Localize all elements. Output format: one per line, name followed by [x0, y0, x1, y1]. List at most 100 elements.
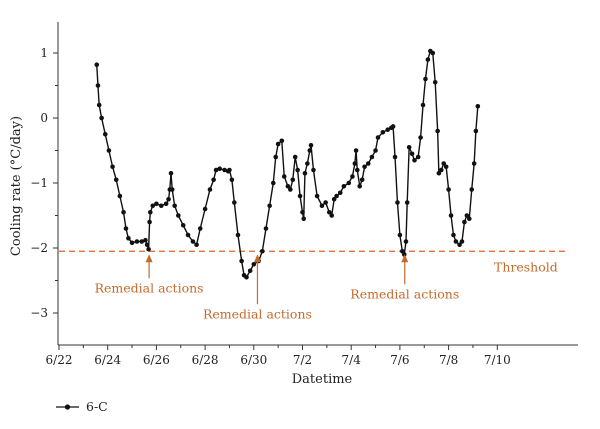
data-point: [441, 161, 447, 166]
series-line-6c: [96, 49, 479, 279]
data-point: [459, 239, 465, 244]
data-point: [123, 226, 129, 231]
data-point: [401, 252, 407, 257]
data-point: [197, 226, 203, 231]
data-point: [166, 196, 171, 202]
data-point: [180, 222, 186, 228]
data-point: [334, 193, 339, 199]
data-point: [354, 167, 360, 173]
data-point: [451, 232, 456, 238]
data-point: [247, 268, 253, 274]
data-point: [154, 201, 159, 207]
x-tick-label: 6/22: [46, 353, 73, 367]
data-point: [359, 177, 365, 183]
data-point: [117, 193, 123, 199]
x-ticks: 6/22 6/24 6/26 6/28 6/30 7/2 7/4 7/6 7/8 7/10: [46, 345, 511, 367]
data-point: [227, 167, 232, 173]
data-point: [418, 135, 423, 140]
data-point: [462, 219, 467, 225]
legend-marker: [64, 404, 71, 410]
y-tick-label: 0: [40, 111, 48, 125]
y-tick-label: −3: [30, 306, 48, 320]
x-tick-label: 7/6: [390, 353, 409, 367]
annotation-arrow-head: [401, 254, 409, 263]
data-point: [466, 216, 472, 222]
data-point: [443, 164, 449, 170]
data-point: [365, 161, 371, 166]
annotations: Remedial actions Remedial actions Remedial…: [95, 254, 459, 321]
data-point: [263, 226, 269, 231]
data-point: [239, 258, 244, 264]
data-point: [302, 170, 308, 176]
y-tick-label: 1: [40, 46, 48, 60]
data-point: [457, 242, 462, 248]
data-point: [473, 128, 479, 134]
data-point: [425, 57, 431, 62]
data-point: [297, 193, 303, 199]
data-point: [385, 127, 391, 132]
data-point: [113, 177, 119, 183]
y-tick-label: −2: [30, 241, 48, 255]
y-tick-label: −1: [30, 176, 48, 190]
data-point: [295, 167, 300, 173]
data-point: [341, 183, 347, 189]
data-point: [260, 248, 265, 254]
series-6c: [94, 48, 481, 280]
data-point: [281, 174, 287, 179]
legend-label-6c: 6-C: [86, 399, 108, 414]
axes: [57, 22, 578, 346]
legend: 6-C: [56, 399, 108, 414]
data-point: [395, 200, 400, 205]
data-point: [211, 177, 216, 183]
data-point: [106, 148, 112, 153]
data-point: [169, 187, 175, 192]
data-point: [362, 164, 367, 170]
data-point: [453, 239, 459, 244]
data-point: [194, 242, 199, 248]
data-point: [300, 209, 305, 215]
data-point: [307, 148, 313, 153]
data-point: [353, 148, 359, 153]
threshold-label: Threshold: [494, 259, 558, 274]
data-point: [448, 213, 454, 218]
data-point: [222, 167, 227, 173]
data-point: [308, 143, 314, 148]
data-point: [168, 170, 174, 176]
data-point: [311, 167, 316, 173]
data-point: [350, 174, 355, 179]
data-point: [352, 161, 358, 166]
data-point: [357, 183, 363, 189]
x-tick-label: 6/28: [192, 353, 219, 367]
data-point: [420, 102, 426, 108]
data-point: [217, 166, 223, 171]
x-tick-label: 6/30: [240, 353, 267, 367]
data-point: [176, 213, 181, 218]
data-point: [110, 164, 115, 170]
data-point: [423, 76, 428, 82]
data-point: [158, 203, 164, 209]
annotation-label: Remedial actions: [350, 286, 459, 301]
data-point: [435, 128, 440, 134]
data-point: [292, 154, 298, 160]
data-point: [94, 62, 100, 67]
data-point: [148, 209, 153, 215]
data-point: [99, 115, 104, 121]
data-point: [337, 190, 343, 196]
data-point: [438, 167, 444, 173]
data-point: [305, 161, 310, 166]
data-point: [329, 213, 335, 218]
x-tick-label: 6/24: [94, 353, 121, 367]
data-point: [229, 177, 235, 183]
x-tick-label: 6/26: [143, 353, 170, 367]
data-point: [288, 187, 293, 192]
data-point: [172, 203, 177, 209]
data-point: [235, 232, 241, 238]
data-point: [150, 203, 156, 209]
data-point: [390, 124, 396, 129]
data-point: [232, 200, 237, 205]
data-point: [290, 177, 296, 183]
data-point: [397, 232, 403, 238]
data-point: [146, 247, 151, 252]
data-point: [346, 180, 352, 186]
data-point: [96, 102, 102, 108]
